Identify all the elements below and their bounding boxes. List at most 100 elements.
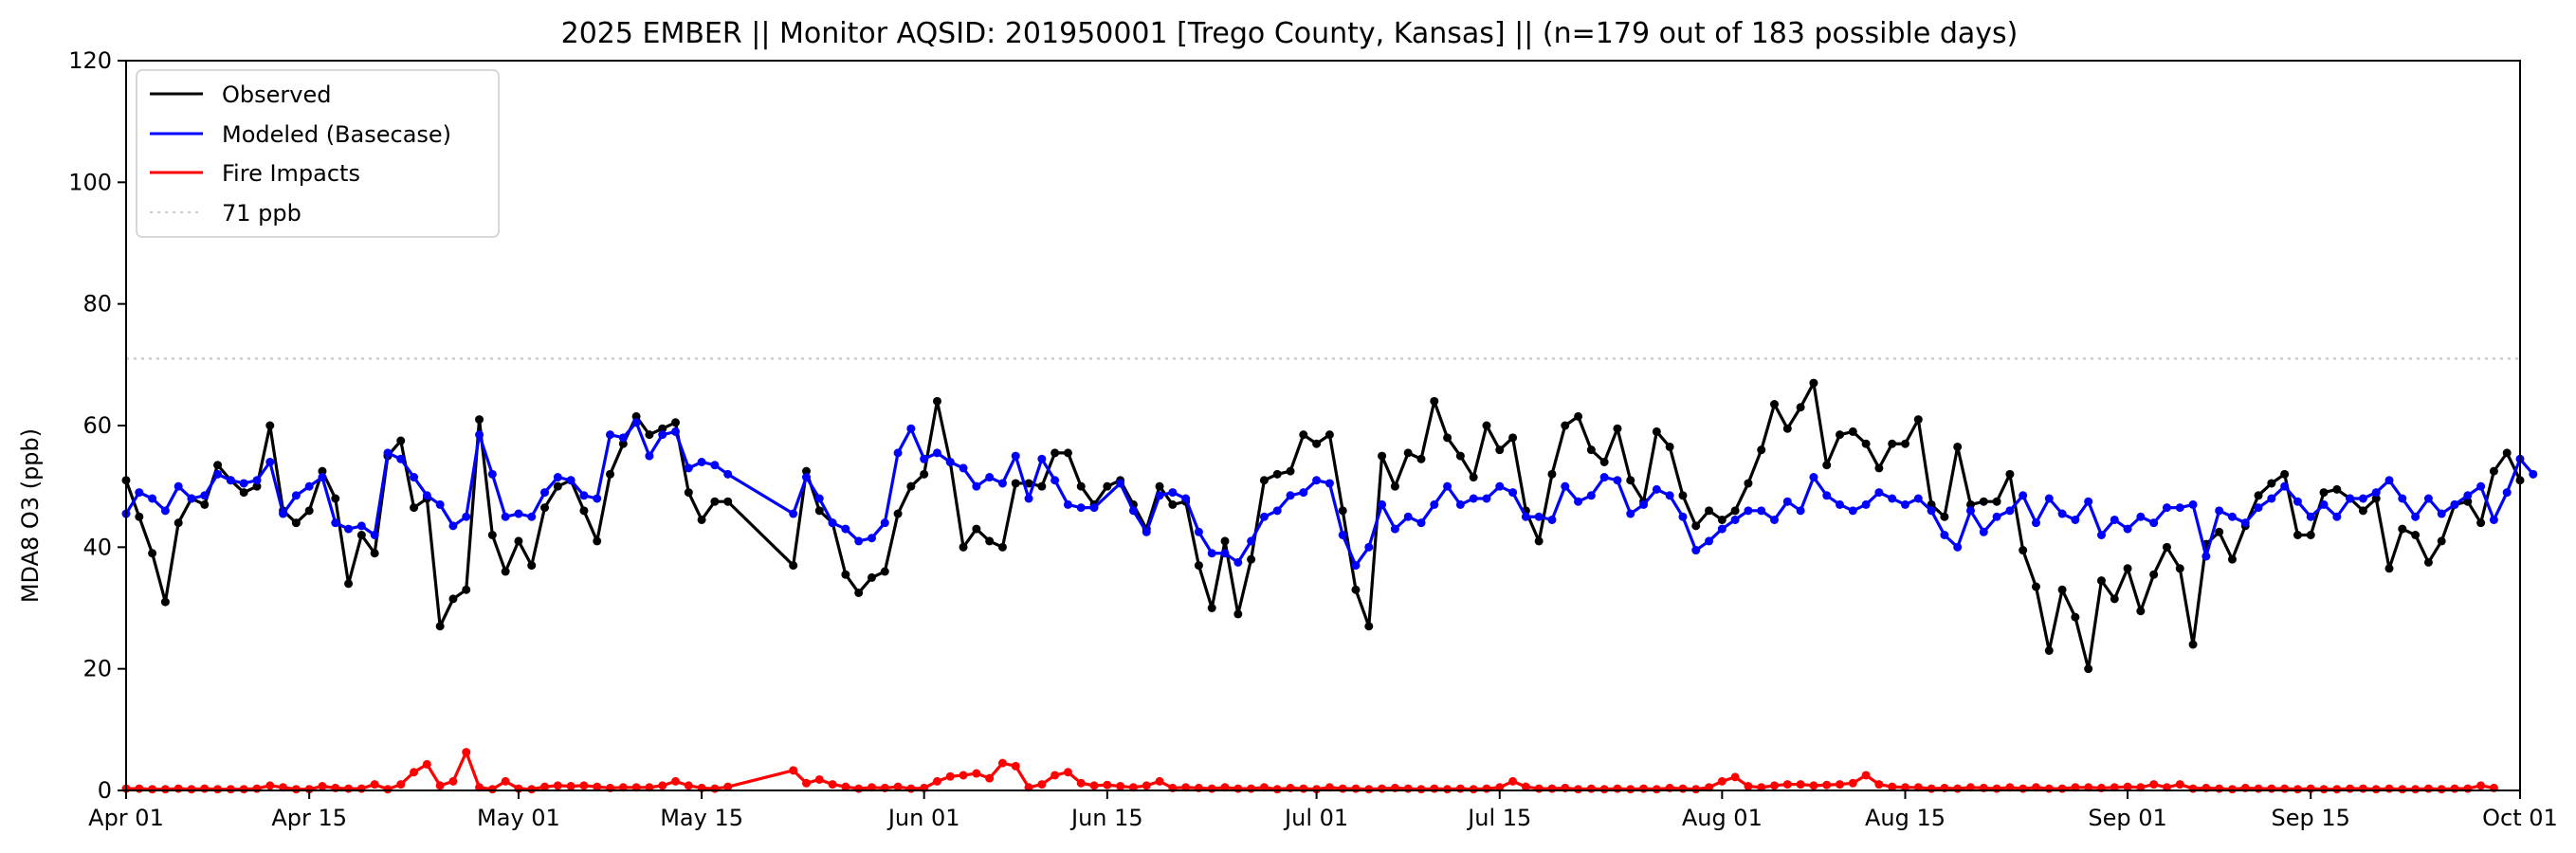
data-point-1-15 [318,473,327,482]
data-point-0-97 [1390,481,1399,491]
data-point-1-171 [2358,494,2367,503]
data-point-1-158 [2188,499,2198,509]
data-point-0-146 [2031,582,2040,591]
data-point-1-58 [880,518,889,528]
data-point-1-151 [2096,531,2106,539]
x-tick-label-8: Aug 01 [1682,805,1763,831]
data-point-1-96 [1378,499,1387,509]
data-point-0-128 [1796,403,1805,412]
data-point-0-182 [2502,448,2512,458]
data-point-1-35 [579,491,589,500]
data-point-1-92 [1325,479,1334,488]
data-point-1-128 [1796,506,1805,516]
data-point-1-12 [279,509,288,518]
data-point-2-85 [1233,784,1243,793]
data-point-1-98 [1403,512,1413,521]
data-point-0-135 [1888,439,1897,448]
data-point-1-31 [527,512,537,521]
data-point-0-125 [1757,445,1766,455]
data-point-1-80 [1168,488,1178,498]
data-point-0-65 [972,524,981,534]
x-tick-label-3: May 15 [660,805,743,831]
data-point-1-90 [1299,488,1308,498]
data-point-2-103 [1469,785,1478,794]
data-point-0-177 [2437,536,2446,546]
data-point-1-174 [2398,494,2407,503]
data-point-0-151 [2096,576,2106,586]
data-point-1-173 [2384,476,2394,485]
data-point-1-89 [1286,491,1295,500]
data-point-2-113 [1599,785,1609,794]
data-point-0-143 [1992,497,2001,506]
data-point-1-114 [1613,476,1622,485]
data-point-2-21 [396,780,406,789]
data-point-0-163 [2254,491,2263,500]
data-point-0-121 [1705,506,1714,516]
data-point-0-172 [2371,494,2381,503]
data-point-2-19 [370,780,379,789]
data-point-2-34 [566,782,575,791]
data-point-0-101 [1443,433,1452,443]
data-point-0-156 [2162,542,2171,552]
data-point-0-26 [462,585,471,594]
data-point-2-72 [1063,768,1072,777]
data-point-1-85 [1233,557,1243,567]
data-point-1-109 [1547,515,1557,524]
data-point-2-9 [239,785,248,794]
series-layer [121,378,2538,794]
data-point-0-2 [148,549,157,558]
x-tick-label-10: Sep 01 [2088,805,2166,831]
data-point-0-132 [1848,426,1857,436]
chart-title: 2025 EMBER || Monitor AQSID: 201950001 [… [561,17,2019,50]
data-point-1-21 [396,454,406,463]
data-point-0-133 [1861,439,1871,448]
data-point-1-17 [344,524,354,534]
y-tick-label-6: 120 [68,47,112,74]
x-tick-label-4: Jun 01 [886,805,960,831]
data-point-0-18 [356,531,366,539]
data-point-0-167 [2306,531,2315,539]
data-point-1-169 [2332,512,2342,521]
data-point-2-73 [1076,778,1086,788]
data-point-2-23 [422,759,431,769]
data-point-1-117 [1652,484,1661,494]
data-point-1-86 [1247,536,1256,546]
data-point-0-79 [1155,481,1164,491]
data-point-0-28 [487,531,497,539]
data-point-1-5 [187,494,196,503]
data-point-1-13 [291,491,301,500]
data-point-2-2 [148,785,157,794]
data-point-0-36 [593,536,602,546]
data-point-1-73 [1076,503,1086,513]
data-point-2-157 [2175,780,2184,789]
data-point-0-123 [1730,506,1740,516]
data-point-2-94 [1351,784,1361,793]
data-point-1-133 [1861,499,1871,509]
data-point-0-10 [252,481,262,491]
data-point-0-166 [2293,531,2302,539]
data-point-0-44 [697,515,706,524]
data-point-2-174 [2398,785,2407,794]
data-point-2-115 [1626,785,1635,794]
data-point-0-91 [1312,439,1322,448]
x-tick-label-2: May 01 [477,805,560,831]
data-point-1-14 [304,481,314,491]
data-point-0-60 [906,481,916,491]
data-point-1-182 [2502,488,2512,498]
data-point-1-115 [1626,509,1635,518]
data-point-1-56 [854,536,864,546]
data-point-0-119 [1678,491,1688,500]
data-point-0-24 [435,622,445,631]
series-0 [121,378,2525,674]
data-point-1-70 [1037,454,1047,463]
data-point-1-148 [2057,509,2067,518]
data-point-0-117 [1652,426,1661,436]
data-point-0-168 [2319,488,2329,498]
data-point-0-75 [1103,481,1112,491]
data-point-0-108 [1534,536,1544,546]
data-point-0-179 [2463,497,2473,506]
data-point-2-88 [1272,785,1282,794]
data-point-1-32 [540,488,550,498]
data-point-1-22 [410,473,419,482]
data-point-0-92 [1325,430,1334,440]
